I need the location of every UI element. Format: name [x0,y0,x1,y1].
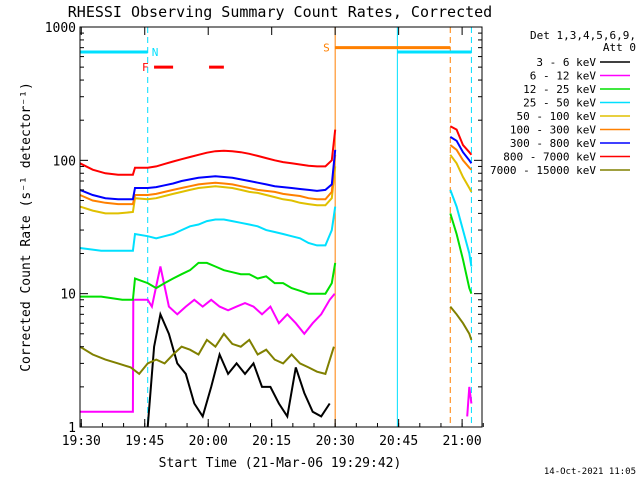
legend-label: 25 - 50 keV [523,97,596,110]
night-label: N [152,46,159,59]
y-axis-label: Corrected Count Rate (s⁻¹ detector⁻¹) [19,82,34,372]
legend-label: 6 - 12 keV [530,70,597,83]
post-gap-line-0 [449,125,473,156]
x-tick-label: 21:00 [443,434,482,449]
series-line-4 [79,166,337,215]
x-tick-label: 20:15 [252,434,291,449]
legend-label: 3 - 6 keV [536,56,596,69]
x-axis-ticks: 19:30 19:45 20:00 20:15 20:30 20:45 21:00 [62,27,484,449]
flare-label: F [142,61,149,74]
post-gap-line-5 [449,213,473,295]
legend-label: 12 - 25 keV [523,83,596,96]
post-gap-line-7 [466,386,473,417]
legend-label: 7000 - 15000 keV [490,164,596,177]
post-gap-line-3 [449,154,473,193]
series-line-2 [80,261,337,301]
y-tick-label: 1000 [45,21,76,36]
footer-timestamp: 14-Oct-2021 11:05 [544,467,636,477]
x-axis-label: Start Time (21-Mar-06 19:29:42) [159,456,402,471]
legend-label: 50 - 100 keV [517,110,597,123]
legend-header-line-2: Att 0 [603,41,636,54]
y-tick-label: 100 [53,154,76,169]
saa-label: S [323,42,330,55]
chart-title: RHESSI Observing Summary Count Rates, Co… [68,3,492,21]
plot-frame [79,26,483,428]
legend-label: 800 - 7000 keV [503,151,596,164]
legend-label: 300 - 800 keV [510,137,596,150]
series-line-3 [79,206,337,252]
series-line-6 [79,149,337,201]
series-line-7 [79,129,337,176]
legend-header-line-1: Det 1,3,4,5,6,9, [530,29,636,42]
y-tick-label: 10 [60,288,76,303]
post-gap-line-1 [449,136,473,164]
y-axis-ticks: 1 10 100 1000 [45,21,482,436]
x-tick-label: 20:45 [379,434,418,449]
x-tick-label: 19:45 [125,434,164,449]
post-gap-line-4 [449,189,473,267]
x-tick-label: 19:30 [62,434,101,449]
x-tick-label: 20:30 [316,434,355,449]
legend-label: 100 - 300 keV [510,124,596,137]
series-line-8 [79,332,335,376]
series-line-5 [79,154,337,206]
post-gap-line-6 [449,305,473,341]
post-gap-line-2 [449,144,473,171]
y-tick-label: 1 [68,421,76,436]
series-line-1 [80,266,336,413]
plot-area: NF S [79,27,473,428]
x-tick-label: 20:00 [189,434,228,449]
